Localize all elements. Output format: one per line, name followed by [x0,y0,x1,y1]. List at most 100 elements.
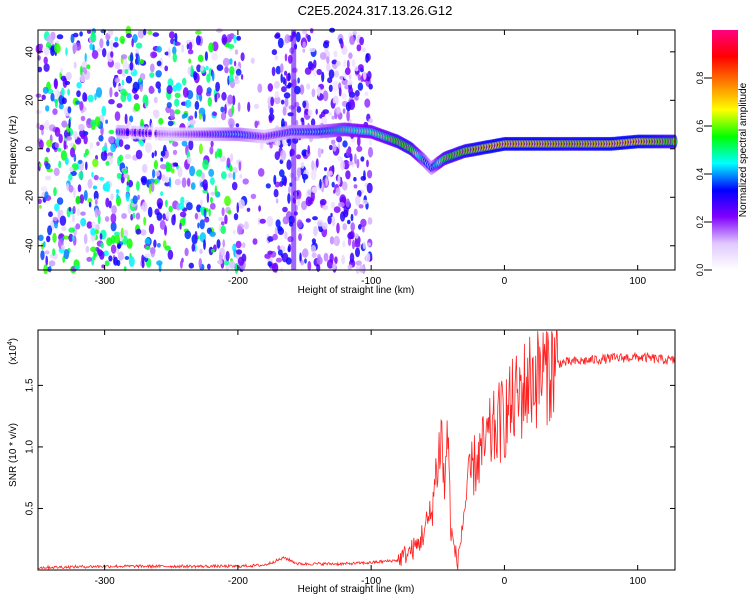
noise-cell [266,215,273,227]
noise-cell [60,67,63,74]
noise-cell [236,249,243,255]
noise-cell [311,238,316,244]
noise-cell [79,194,85,204]
noise-cell [331,139,336,145]
noise-cell [116,243,122,249]
noise-cell [58,133,63,144]
noise-cell [206,73,211,83]
noise-cell [57,147,62,152]
spectrogram-y-ticks: -40 -20 0 20 40 [25,46,675,253]
noise-cell [50,92,55,102]
noise-cell [348,86,353,95]
noise-cell [311,88,316,98]
noise-cell [178,202,185,210]
snr-frame [37,329,676,571]
noise-cell [209,146,214,155]
noise-cell [328,170,333,176]
noise-cell [259,218,266,224]
noise-cell [347,80,353,86]
noise-cell [197,54,204,63]
noise-cell [242,178,249,185]
noise-cell [154,170,160,177]
noise-cell [281,252,289,263]
noise-cell [184,247,189,257]
noise-cell [277,225,283,232]
noise-cell [227,94,234,105]
y-tick-label: 1.0 [25,440,36,454]
noise-cell [90,119,96,126]
noise-cell [322,109,330,115]
noise-cell [279,169,285,178]
noise-cell [284,34,291,44]
noise-cell [296,106,302,113]
noise-cell [283,92,291,99]
noise-cell [171,214,176,226]
noise-cell [277,37,284,49]
noise-cell [331,216,336,227]
noise-cell [210,140,214,148]
noise-cell [220,221,225,226]
noise-cell [156,242,161,248]
noise-cell [367,70,372,80]
noise-cell [240,74,244,80]
noise-cell [117,251,124,261]
noise-cell [110,39,114,51]
noise-cell [68,227,76,233]
noise-cell [333,189,336,194]
noise-cell [68,184,74,193]
noise-cell [368,147,373,158]
noise-cell [367,217,373,225]
colorbar-label: Normalized spectral amplitude [738,82,749,217]
noise-cell [78,159,83,164]
noise-cell [83,233,88,245]
noise-cell [221,91,227,101]
noise-cell [44,250,50,255]
noise-cell [138,77,142,83]
noise-cell [233,34,237,44]
noise-cell [89,142,94,150]
noise-cell [309,28,314,34]
noise-cell [232,229,237,235]
noise-cell [231,181,238,191]
noise-cell [109,87,113,98]
noise-cell [220,247,226,256]
noise-cell [125,192,130,202]
noise-cell [224,195,231,207]
noise-cell [250,57,255,64]
noise-cell [126,120,132,127]
noise-cell [126,33,132,39]
noise-cell [167,249,174,260]
noise-cell [106,39,110,47]
noise-cell [316,68,322,76]
x-tick-label: -100 [361,576,381,587]
spectrogram-x-label: Height of straight line (km) [298,285,415,296]
noise-cell [341,79,349,86]
noise-cell [153,96,158,104]
noise-cell [282,206,288,213]
noise-cell [130,52,134,63]
spectrogram-y-label: Frequency (Hz) [8,116,19,185]
noise-cell [121,213,127,219]
noise-cell [275,198,279,204]
noise-cell [189,119,196,126]
noise-cell [237,225,243,235]
noise-cell [56,197,64,205]
noise-cell [323,252,329,262]
noise-cell [83,190,88,201]
noise-cell [85,161,88,171]
noise-cell [137,29,145,39]
noise-cell [124,256,130,260]
noise-cell [164,245,171,251]
noise-cell [76,90,81,98]
noise-cell [229,165,233,172]
noise-cell [218,217,224,222]
noise-cell [311,252,317,258]
noise-cell [93,190,99,201]
noise-cell [122,168,128,175]
noise-cell [236,202,240,214]
noise-cell [220,112,227,121]
noise-cell [346,110,350,122]
noise-cell [236,35,241,41]
noise-cell [189,115,194,121]
